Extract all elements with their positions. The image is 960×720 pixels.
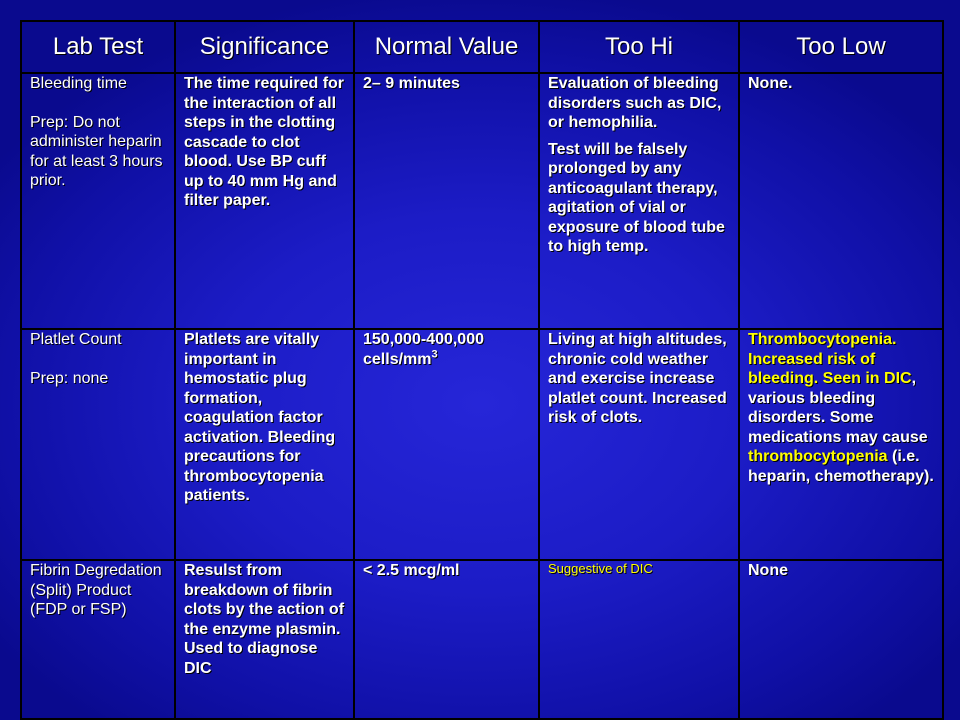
too-low-text: None. bbox=[748, 75, 793, 92]
table-row-platelet-count: Platlet Count Prep: none Platlets are vi… bbox=[20, 328, 944, 561]
table-row-bleeding-time: Bleeding time Prep: Do not administer he… bbox=[20, 72, 944, 330]
header-lab-test: Lab Test bbox=[20, 20, 176, 74]
cell-too-low: None. bbox=[738, 72, 944, 330]
cell-too-hi: Living at high altitudes, chronic cold w… bbox=[538, 328, 740, 561]
too-low-plain: , various bleeding disorders. Some medic… bbox=[748, 370, 928, 446]
normal-value-text: 2– 9 minutes bbox=[363, 75, 460, 92]
too-low-highlight-term: thrombocytopenia bbox=[748, 448, 888, 465]
too-hi-note: Test will be falsely prolonged by any an… bbox=[548, 140, 725, 256]
too-low-highlight: Thrombocytopenia. Increased risk of blee… bbox=[748, 331, 912, 387]
cell-significance: Platlets are vitally important in hemost… bbox=[174, 328, 355, 561]
cell-normal-value: 2– 9 minutes bbox=[353, 72, 540, 330]
test-name: Platlet Count bbox=[30, 331, 122, 348]
test-prep: Prep: none bbox=[30, 369, 109, 387]
normal-value-text: < 2.5 mcg/ml bbox=[363, 562, 460, 579]
too-hi-text: Living at high altitudes, chronic cold w… bbox=[548, 331, 727, 426]
cell-normal-value: 150,000-400,000 cells/mm3 bbox=[353, 328, 540, 561]
normal-value-superscript: 3 bbox=[431, 348, 438, 361]
header-row: Lab Test Significance Normal Value Too H… bbox=[20, 20, 944, 74]
normal-value-main: 150,000-400,000 cells/mm bbox=[363, 331, 484, 368]
table-row-fibrin-degradation: Fibrin Degredation (Split) Product (FDP … bbox=[20, 559, 944, 720]
normal-value-text: 150,000-400,000 cells/mm3 bbox=[363, 330, 530, 369]
test-name: Bleeding time bbox=[30, 75, 127, 92]
too-low-text: None bbox=[748, 562, 788, 579]
cell-lab-test: Fibrin Degredation (Split) Product (FDP … bbox=[20, 559, 176, 720]
cell-too-hi: Evaluation of bleeding disorders such as… bbox=[538, 72, 740, 330]
header-significance: Significance bbox=[174, 20, 355, 74]
cell-normal-value: < 2.5 mcg/ml bbox=[353, 559, 540, 720]
cell-lab-test: Bleeding time Prep: Do not administer he… bbox=[20, 72, 176, 330]
cell-too-hi: Suggestive of DIC bbox=[538, 559, 740, 720]
cell-too-low: None bbox=[738, 559, 944, 720]
too-hi-text: Evaluation of bleeding disorders such as… bbox=[548, 75, 722, 131]
lab-test-table: Lab Test Significance Normal Value Too H… bbox=[20, 20, 944, 720]
too-hi-text: Suggestive of DIC bbox=[548, 561, 653, 576]
too-low-text: Thrombocytopenia. Increased risk of blee… bbox=[748, 330, 934, 486]
cell-significance: The time required for the interaction of… bbox=[174, 72, 355, 330]
cell-lab-test: Platlet Count Prep: none bbox=[20, 328, 176, 561]
significance-text: The time required for the interaction of… bbox=[184, 75, 345, 209]
cell-significance: Resulst from breakdown of fibrin clots b… bbox=[174, 559, 355, 720]
too-low-examples: (i.e. heparin, chemotherapy). bbox=[748, 448, 934, 485]
header-too-hi: Too Hi bbox=[538, 20, 740, 74]
header-normal-value: Normal Value bbox=[353, 20, 540, 74]
significance-text: Resulst from breakdown of fibrin clots b… bbox=[184, 562, 345, 677]
test-prep: Prep: Do not administer heparin for at l… bbox=[30, 113, 163, 190]
significance-text: Platlets are vitally important in hemost… bbox=[184, 331, 336, 504]
cell-too-low: Thrombocytopenia. Increased risk of blee… bbox=[738, 328, 944, 561]
header-too-low: Too Low bbox=[738, 20, 944, 74]
test-name: Fibrin Degredation (Split) Product (FDP … bbox=[30, 562, 162, 618]
